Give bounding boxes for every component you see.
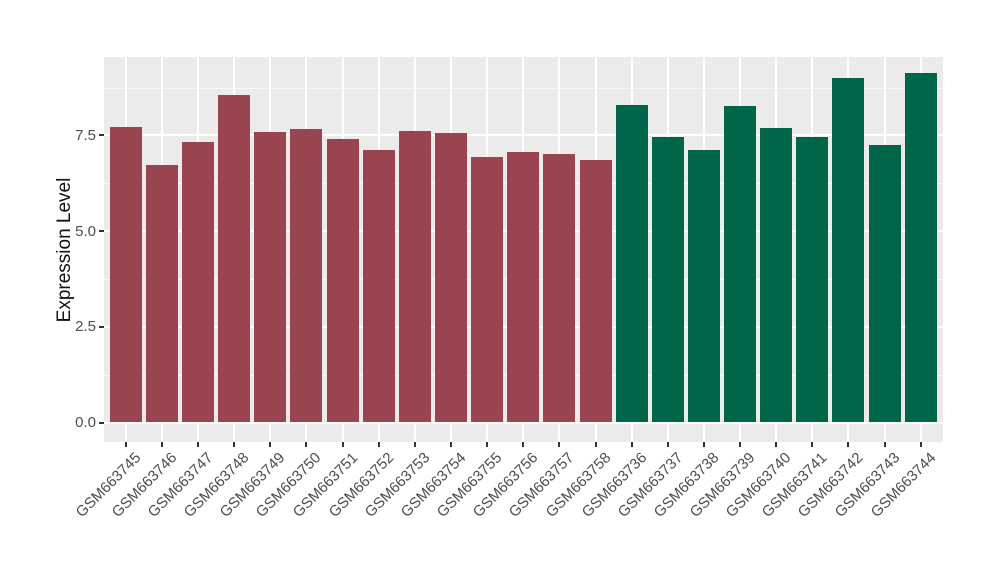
x-tick-mark <box>233 442 236 447</box>
x-tick-mark <box>486 442 489 447</box>
x-tick-mark <box>377 442 380 447</box>
gridline-major <box>104 421 943 424</box>
x-tick-mark <box>341 442 344 447</box>
y-tick-label: 2.5 <box>75 318 96 336</box>
bar-GSM663754 <box>434 132 467 423</box>
y-tick-mark <box>99 325 104 328</box>
x-tick-mark <box>305 442 308 447</box>
bar-GSM663737 <box>651 137 684 423</box>
gridline-minor <box>104 87 943 89</box>
bar-GSM663757 <box>543 154 576 423</box>
x-tick-mark <box>413 442 416 447</box>
x-tick-mark <box>702 442 705 447</box>
bar-GSM663756 <box>507 152 540 423</box>
bar-GSM663740 <box>760 127 793 423</box>
plot-panel <box>104 57 943 442</box>
x-tick-mark <box>124 442 127 447</box>
bar-GSM663738 <box>687 150 720 423</box>
bar-GSM663739 <box>724 105 757 423</box>
bar-GSM663747 <box>181 142 214 423</box>
bar-GSM663748 <box>218 95 251 423</box>
y-tick-label: 0.0 <box>75 414 96 431</box>
bar-GSM663758 <box>579 159 612 423</box>
bar-GSM663741 <box>796 137 829 423</box>
y-tick-mark <box>99 134 104 137</box>
bar-GSM663744 <box>904 73 937 423</box>
x-tick-mark <box>196 442 199 447</box>
x-tick-mark <box>558 442 561 447</box>
y-tick-label: 5.0 <box>75 222 96 240</box>
x-tick-mark <box>269 442 272 447</box>
bar-GSM663742 <box>832 78 865 423</box>
y-tick-label: 7.5 <box>75 126 96 144</box>
x-tick-mark <box>847 442 850 447</box>
gridline-major <box>104 134 943 137</box>
x-tick-mark <box>666 442 669 447</box>
bar-GSM663753 <box>398 131 431 423</box>
bar-GSM663749 <box>254 132 287 423</box>
y-tick-mark <box>99 230 104 233</box>
y-axis-title: Expression Level <box>54 177 75 323</box>
x-tick-mark <box>883 442 886 447</box>
x-tick-mark <box>775 442 778 447</box>
x-tick-mark <box>630 442 633 447</box>
bar-GSM663752 <box>362 150 395 423</box>
bar-GSM663736 <box>615 104 648 423</box>
x-tick-mark <box>449 442 452 447</box>
bar-GSM663745 <box>109 127 142 423</box>
x-tick-mark <box>522 442 525 447</box>
bar-GSM663755 <box>471 157 504 423</box>
y-tick-mark <box>99 421 104 424</box>
bar-GSM663750 <box>290 128 323 423</box>
x-tick-mark <box>919 442 922 447</box>
x-tick-mark <box>811 442 814 447</box>
bar-GSM663743 <box>868 144 901 423</box>
bar-GSM663751 <box>326 139 359 423</box>
x-tick-mark <box>160 442 163 447</box>
x-tick-mark <box>594 442 597 447</box>
x-tick-mark <box>739 442 742 447</box>
bar-GSM663746 <box>145 164 178 423</box>
